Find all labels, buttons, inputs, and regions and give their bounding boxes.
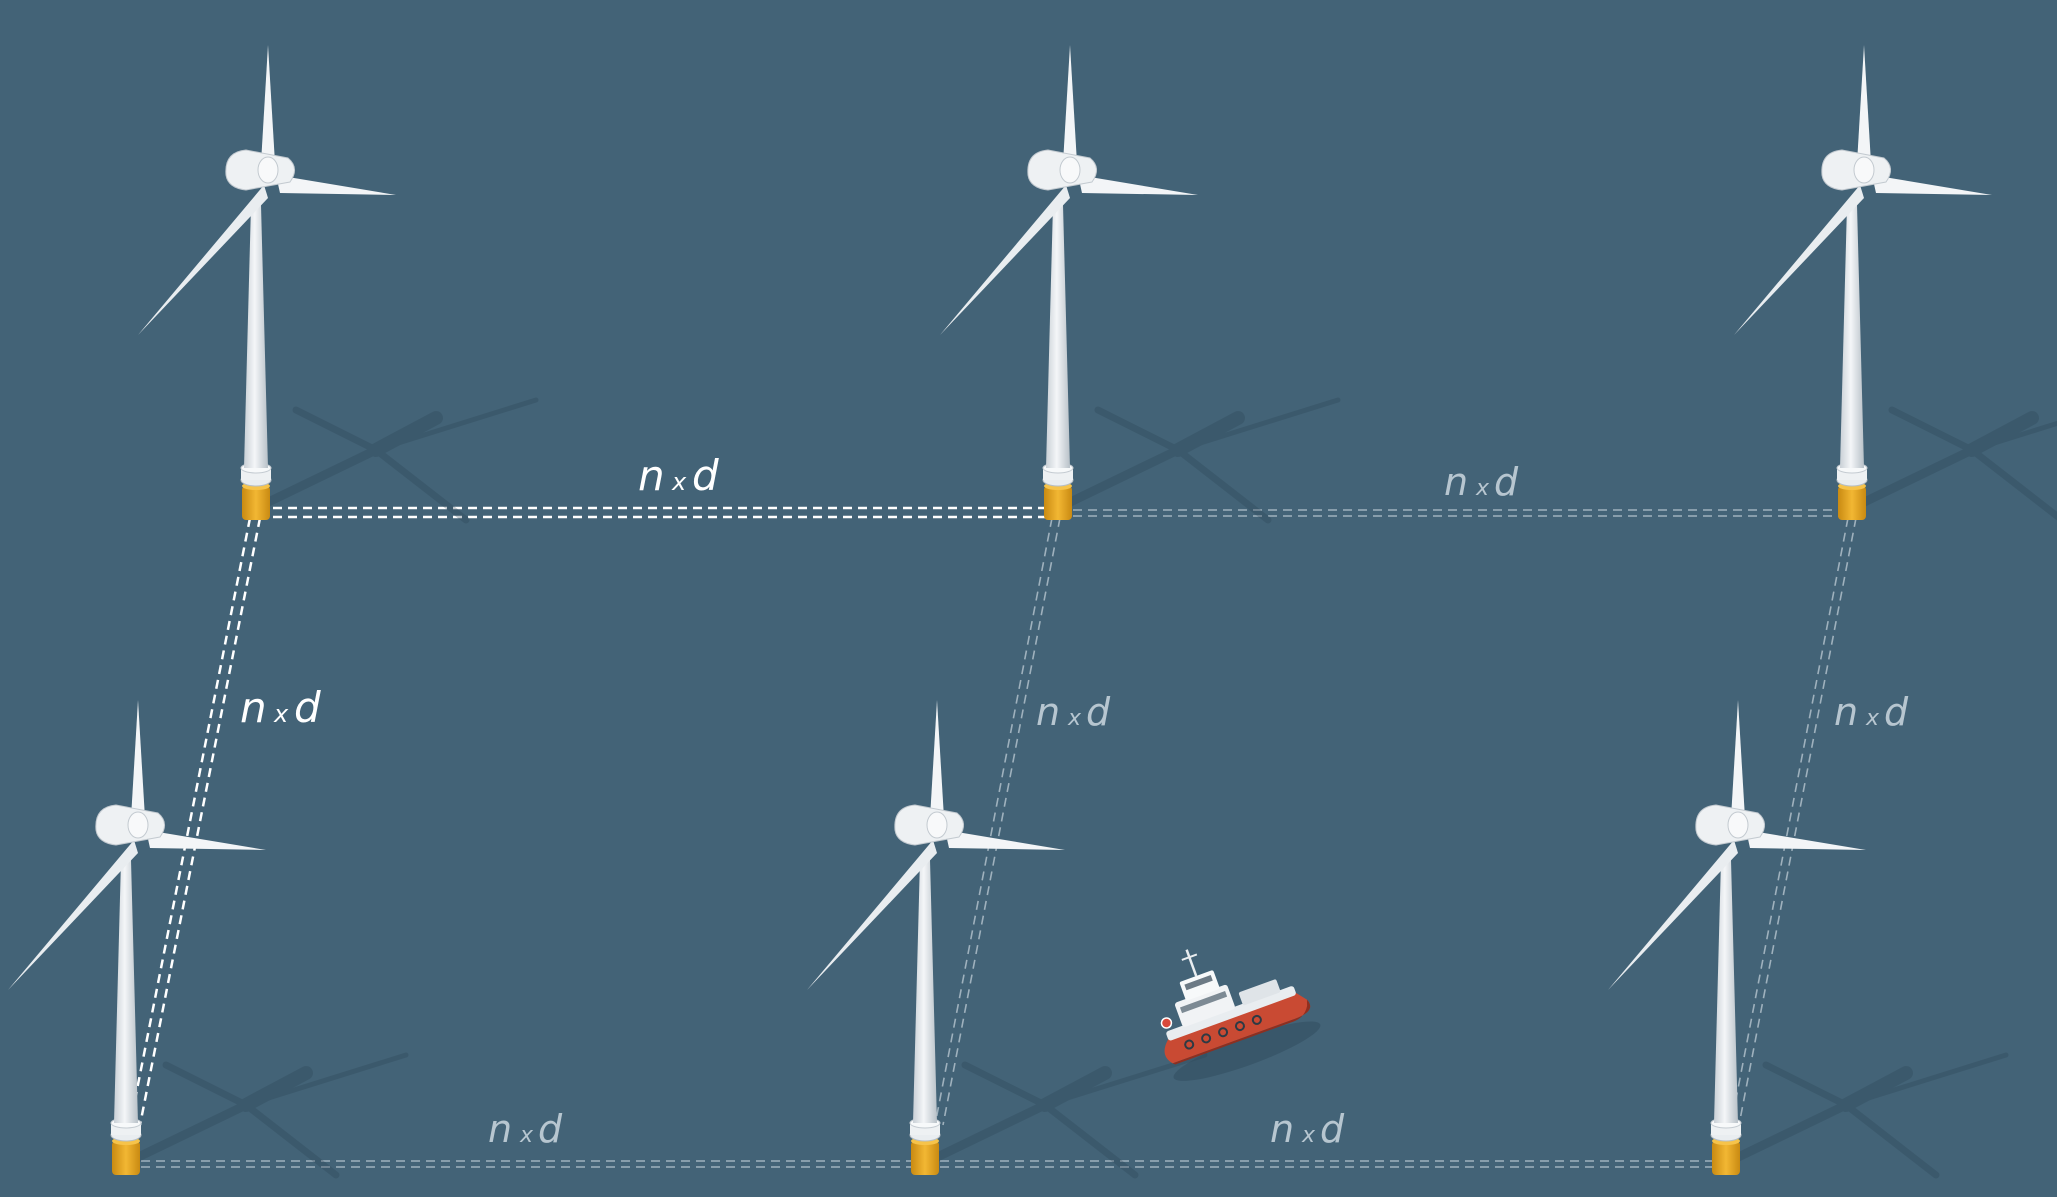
svg-text:x: x <box>1301 1123 1316 1148</box>
svg-text:n: n <box>1444 460 1468 504</box>
svg-text:n: n <box>638 451 665 500</box>
cable-bottom-left-to-bottom-middle <box>126 1160 925 1168</box>
svg-text:d: d <box>1086 690 1111 734</box>
svg-text:x: x <box>1067 706 1082 731</box>
cable-top-middle-to-bottom-middle <box>934 517 1061 1126</box>
spacing-label-bottom-middle-bottom-right: n x d <box>1270 1107 1345 1151</box>
svg-text:n: n <box>240 683 267 732</box>
spacing-label-top-left-bottom-left: n x d <box>240 683 321 732</box>
cable-top-right-to-bottom-right <box>1730 517 1857 1126</box>
svg-text:n: n <box>488 1107 512 1151</box>
spacing-label-top-right-bottom-right: n x d <box>1834 690 1909 734</box>
svg-text:n: n <box>1036 690 1060 734</box>
svg-text:x: x <box>1865 706 1880 731</box>
cable-top-left-to-top-middle <box>258 506 1058 519</box>
cable-bottom-middle-to-bottom-right <box>925 1160 1726 1168</box>
spacing-label-top-middle-bottom-middle: n x d <box>1036 690 1111 734</box>
spacing-label-top-middle-top-right: n x d <box>1444 460 1519 504</box>
cable-connections <box>126 506 1857 1168</box>
service-boat-icon <box>1160 949 1321 1081</box>
svg-text:x: x <box>519 1123 534 1148</box>
svg-text:d: d <box>538 1107 563 1151</box>
svg-text:d: d <box>1884 690 1909 734</box>
svg-text:d: d <box>1320 1107 1345 1151</box>
svg-text:x: x <box>671 468 687 496</box>
svg-text:n: n <box>1270 1107 1294 1151</box>
svg-text:d: d <box>1494 460 1519 504</box>
svg-text:d: d <box>692 451 719 500</box>
spacing-label-bottom-left-bottom-middle: n x d <box>488 1107 563 1151</box>
svg-text:n: n <box>1834 690 1858 734</box>
cable-top-middle-to-top-right <box>1058 509 1852 517</box>
svg-text:x: x <box>1475 476 1490 501</box>
spacing-label-top-left-top-middle: n x d <box>638 451 719 500</box>
cable-top-left-to-bottom-left <box>128 517 262 1126</box>
svg-text:x: x <box>273 700 289 728</box>
svg-text:d: d <box>294 683 321 732</box>
